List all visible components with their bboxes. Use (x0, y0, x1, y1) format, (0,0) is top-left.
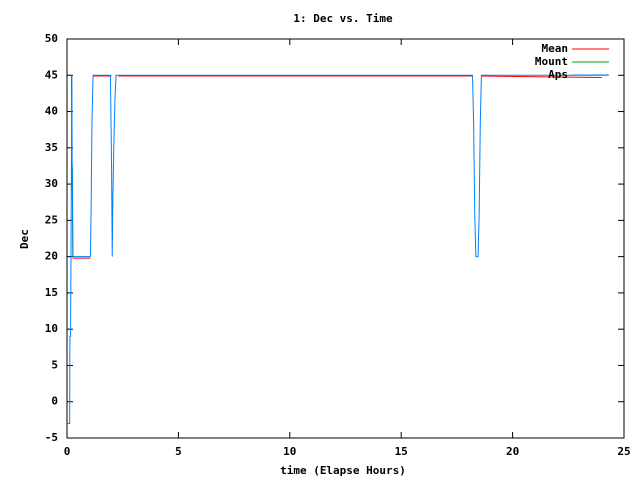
series-line (72, 75, 602, 259)
legend-label: Aps (548, 68, 568, 81)
y-axis-label: Dec (18, 229, 31, 249)
legend-label: Mean (542, 42, 569, 55)
x-tick-label: 15 (395, 445, 408, 458)
y-tick-label: 5 (51, 358, 58, 371)
y-tick-label: 35 (45, 141, 58, 154)
x-tick-label: 10 (283, 445, 296, 458)
x-tick-label: 25 (617, 445, 630, 458)
plot-frame (66, 38, 625, 439)
x-axis-label: time (Elapse Hours) (280, 464, 406, 477)
y-tick-label: 50 (45, 32, 58, 45)
y-tick-label: 25 (45, 213, 58, 226)
series-line (67, 74, 609, 424)
chart-title: 1: Dec vs. Time (293, 12, 393, 25)
y-tick-label: 15 (45, 286, 58, 299)
y-tick-label: 10 (45, 322, 58, 335)
y-tick-label: 45 (45, 68, 58, 81)
y-tick-label: 30 (45, 177, 58, 190)
x-tick-label: 5 (175, 445, 182, 458)
y-tick-label: 40 (45, 105, 58, 118)
y-tick-label: -5 (45, 431, 58, 444)
legend-label: Mount (535, 55, 568, 68)
x-tick-label: 0 (64, 445, 71, 458)
y-tick-label: 20 (45, 250, 58, 263)
x-tick-label: 20 (506, 445, 519, 458)
y-tick-label: 0 (51, 395, 58, 408)
